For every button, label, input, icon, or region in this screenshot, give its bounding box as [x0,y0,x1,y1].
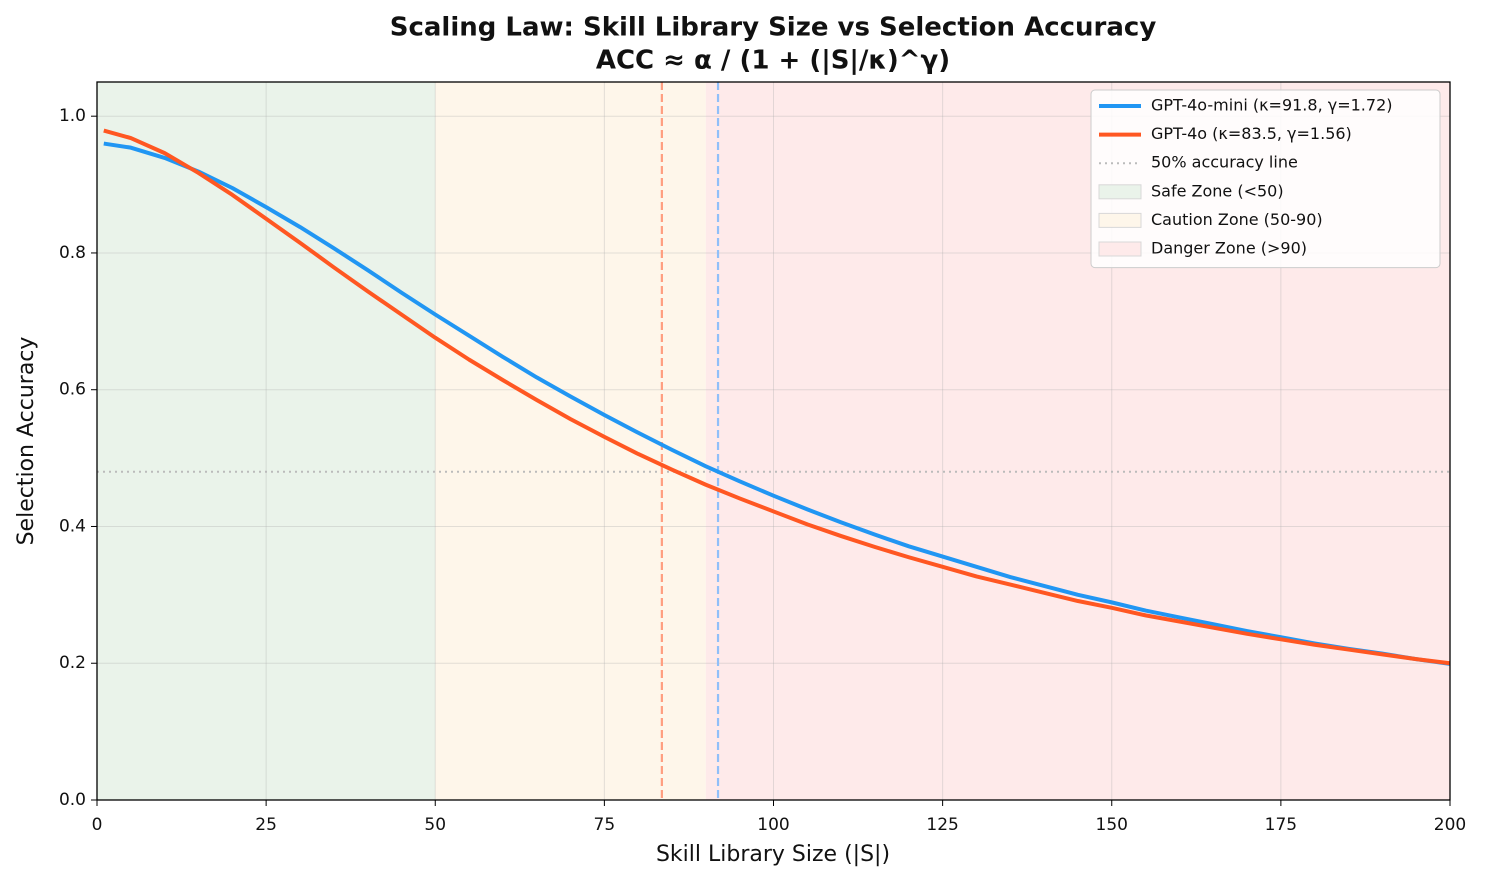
x-tick-label: 150 [1096,815,1128,835]
x-tick-label: 25 [255,815,277,835]
x-tick-label: 175 [1265,815,1297,835]
legend-label: GPT-4o (κ=83.5, γ=1.56) [1151,124,1352,143]
legend-box [1090,89,1441,269]
zone [435,82,706,800]
y-tick-label: 1.0 [59,106,86,126]
y-tick-label: 0.2 [59,653,86,673]
series-line [103,128,1451,666]
x-tick-label: 125 [926,815,958,835]
legend-swatch [1098,184,1142,200]
y-tick-label: 0.0 [59,790,86,810]
chart-title: Scaling Law: Skill Library Size vs Selec… [390,13,1157,43]
legend-label: Safe Zone (<50) [1151,181,1284,200]
y-tick-label: 0.4 [59,516,86,536]
legend-swatch [1098,212,1142,228]
y-tick-label: 0.6 [59,380,86,400]
x-tick-label: 50 [424,815,446,835]
legend-label: Danger Zone (>90) [1151,239,1307,258]
legend-swatch [1098,241,1142,257]
series-line [103,141,1451,666]
plot-frame [96,81,1451,801]
chart-subtitle: ACC ≈ α / (1 + (|S|/κ)^γ) [596,46,950,76]
x-tick-label: 200 [1434,815,1466,835]
y-axis-label: Selection Accuracy [14,337,39,546]
legend-label: 50% accuracy line [1151,153,1298,172]
x-tick-label: 0 [92,815,103,835]
zone [97,82,436,800]
x-tick-label: 75 [594,815,616,835]
x-tick-label: 100 [757,815,789,835]
x-axis-label: Skill Library Size (|S|) [656,842,890,867]
legend-label: GPT-4o-mini (κ=91.8, γ=1.72) [1151,96,1392,115]
y-tick-label: 0.8 [59,243,86,263]
legend-label: Caution Zone (50-90) [1151,210,1323,229]
